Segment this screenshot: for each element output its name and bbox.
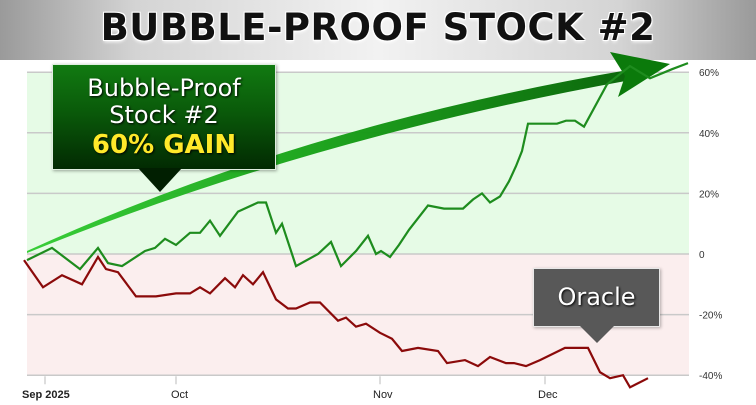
- y-tick-label: 20%: [699, 189, 719, 200]
- y-axis-labels: 60% 40% 20% 0 -20% -40%: [699, 68, 722, 382]
- y-tick-label: 60%: [699, 68, 719, 79]
- stock-gain-callout: Bubble-Proof Stock #2 60% GAIN: [52, 64, 276, 170]
- stock-line: [26, 62, 689, 271]
- x-tick-label: Dec: [538, 389, 558, 401]
- x-axis: Sep 2025 Oct Nov Dec: [22, 376, 558, 401]
- y-tick-label: 0: [699, 250, 705, 261]
- callout-stock-line2: Stock #2: [109, 101, 219, 129]
- callout-pointer-icon: [138, 168, 182, 192]
- x-tick-label: Nov: [373, 389, 393, 401]
- callout-oracle-label: Oracle: [557, 283, 636, 311]
- page-title: BUBBLE-PROOF STOCK #2: [100, 6, 656, 49]
- callout-gain-label: 60% GAIN: [91, 130, 237, 160]
- x-tick-label: Sep 2025: [22, 389, 70, 401]
- trend-arrow-icon: [27, 52, 670, 253]
- y-tick-label: -40%: [699, 371, 722, 382]
- oracle-line: [23, 254, 649, 389]
- oracle-callout: Oracle: [533, 268, 660, 327]
- oracle-pointer-icon: [580, 326, 614, 343]
- y-tick-label: -20%: [699, 311, 722, 322]
- series-lines: [23, 62, 689, 389]
- x-tick-label: Oct: [171, 389, 188, 401]
- y-tick-label: 40%: [699, 129, 719, 140]
- callout-stock-line1: Bubble-Proof: [87, 74, 241, 102]
- title-banner: BUBBLE-PROOF STOCK #2: [0, 0, 756, 60]
